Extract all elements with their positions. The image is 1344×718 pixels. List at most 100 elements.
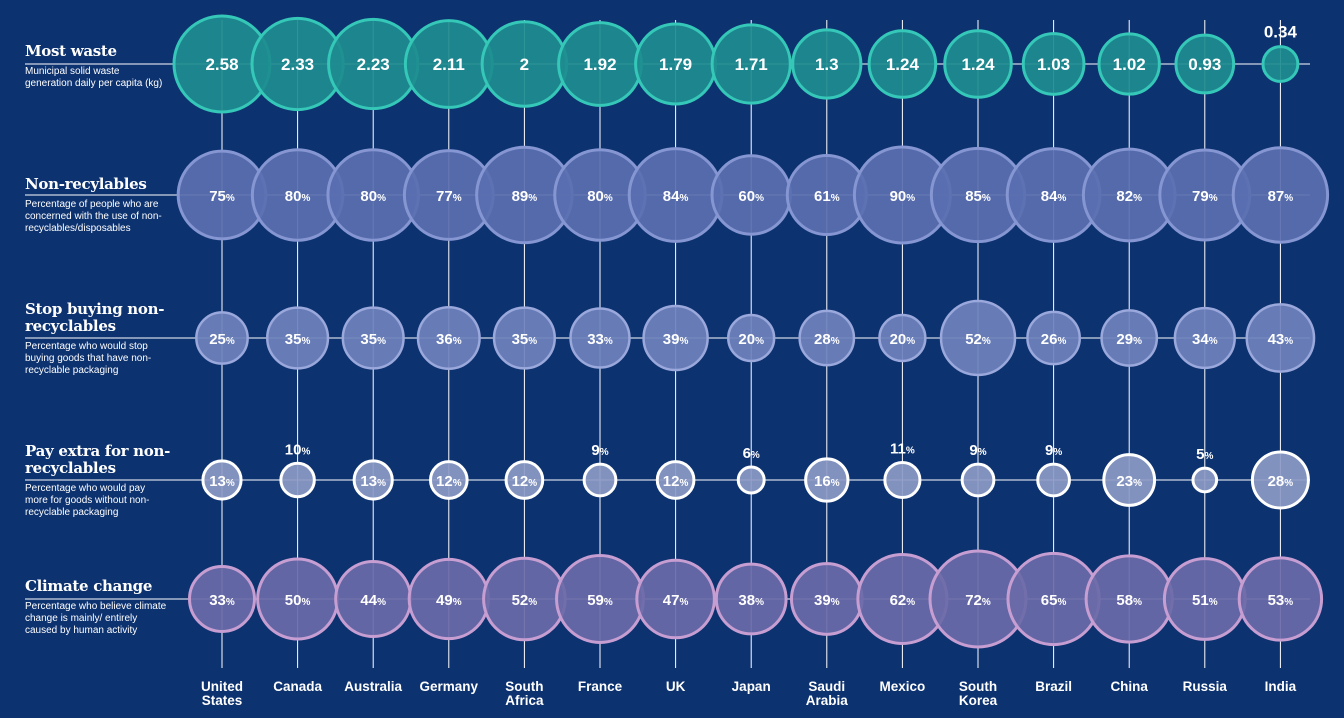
data-value: 80 [587, 188, 604, 205]
data-value: 13 [209, 473, 226, 490]
row-title: Climate change [25, 577, 153, 595]
country-label: Australia [344, 679, 402, 694]
data-unit: % [301, 446, 310, 457]
data-label: 75% [209, 188, 235, 205]
data-value: 39 [814, 592, 831, 609]
data-label: 9% [591, 442, 608, 459]
country-label-line: Africa [505, 693, 544, 708]
data-label: 9% [969, 442, 986, 459]
bubble [1026, 310, 1082, 366]
data-value: 28 [1268, 473, 1285, 490]
data-value: 1.92 [583, 55, 616, 74]
data-value: 50 [285, 592, 302, 609]
data-unit: % [453, 478, 462, 489]
data-unit: % [604, 336, 613, 347]
data-unit: % [1057, 193, 1066, 204]
series-1: 75% 80% 80% 77% 89% 80% 84% 60% 61% 90% 85% 84% 82% 7… [176, 145, 1330, 245]
data-label: 35% [285, 331, 311, 348]
data-unit: % [906, 597, 915, 608]
data-label: 35% [360, 331, 386, 348]
data-label: 1.92 [583, 55, 616, 74]
data-label: 1.79 [659, 55, 692, 74]
data-value: 13 [360, 473, 377, 490]
row-title: Most waste [25, 42, 117, 60]
data-unit: % [377, 193, 386, 204]
bubble [791, 28, 863, 100]
data-value: 9 [969, 442, 977, 459]
country-label: France [578, 679, 623, 694]
bubble [1100, 309, 1159, 367]
data-unit: % [679, 597, 688, 608]
bubble [867, 29, 938, 99]
bubble [582, 462, 618, 498]
series-4: 33% 50% 44% 49% 52% 59% 47% 38% 39% 62% 72% 65% 58% 5… [188, 549, 1324, 649]
row-label-stop-buying: Stop buying non-recyclables Percentage w… [25, 301, 175, 377]
bubble [736, 465, 766, 495]
country-label-line: India [1265, 679, 1297, 694]
data-label: 50% [285, 592, 311, 609]
data-unit: % [226, 597, 235, 608]
data-unit: % [1205, 451, 1214, 462]
data-unit: % [1284, 597, 1293, 608]
country-label-line: China [1110, 679, 1148, 694]
data-unit: % [377, 478, 386, 489]
data-label: 82% [1116, 188, 1142, 205]
country-label: South Africa [505, 679, 544, 708]
country-label: United States [201, 679, 243, 708]
data-unit: % [1133, 193, 1142, 204]
data-unit: % [906, 336, 915, 347]
data-unit: % [1057, 336, 1066, 347]
bubble [878, 313, 927, 363]
data-unit: % [982, 336, 991, 347]
data-label: 52% [512, 592, 538, 609]
data-unit: % [528, 478, 537, 489]
country-label: South Korea [959, 679, 998, 708]
data-value: 1.24 [886, 55, 920, 74]
country-label-line: Korea [959, 693, 998, 708]
data-value: 44 [360, 592, 377, 609]
data-label: 38% [738, 592, 764, 609]
country-label: Canada [273, 679, 322, 694]
bubble [1021, 32, 1086, 96]
data-value: 5 [1196, 446, 1204, 463]
data-label: 36% [436, 331, 462, 348]
data-label: 60% [738, 188, 764, 205]
data-unit: % [528, 597, 537, 608]
data-value: 0.34 [1264, 23, 1298, 42]
data-unit: % [1057, 597, 1066, 608]
country-label: Russia [1183, 679, 1228, 694]
bubble [1173, 306, 1236, 370]
data-label: 90% [890, 188, 916, 205]
bubble [943, 29, 1013, 99]
bubble [798, 309, 856, 367]
data-value: 62 [890, 592, 907, 609]
data-unit: % [831, 336, 840, 347]
data-value: 1.71 [735, 55, 768, 74]
data-value: 2.11 [433, 55, 465, 74]
data-value: 1.3 [815, 55, 839, 74]
data-value: 58 [1116, 592, 1133, 609]
data-value: 20 [890, 331, 907, 348]
data-unit: % [755, 597, 764, 608]
data-label: 44% [360, 592, 386, 609]
data-label: 58% [1116, 592, 1142, 609]
row-desc: Percentage who believe climate change is… [25, 601, 167, 636]
data-label: 29% [1116, 331, 1142, 348]
data-unit: % [831, 597, 840, 608]
country-label-line: Japan [732, 679, 771, 694]
data-unit: % [377, 597, 386, 608]
row-label-most-waste: Most waste Municipal solid waste generat… [25, 43, 175, 90]
bubble [1261, 45, 1300, 83]
data-value: 61 [814, 188, 831, 205]
data-unit: % [1133, 597, 1142, 608]
country-label-line: South [505, 679, 543, 694]
data-label: 6% [743, 445, 760, 462]
data-value: 12 [663, 473, 680, 490]
row-desc: Percentage who would stop buying goods t… [25, 341, 152, 376]
row-label-climate-change: Climate change Percentage who believe cl… [25, 578, 175, 637]
country-label-line: Australia [344, 679, 402, 694]
bubble [201, 459, 243, 501]
row-label-pay-extra: Pay extra for non-recyclables Percentage… [25, 443, 175, 519]
